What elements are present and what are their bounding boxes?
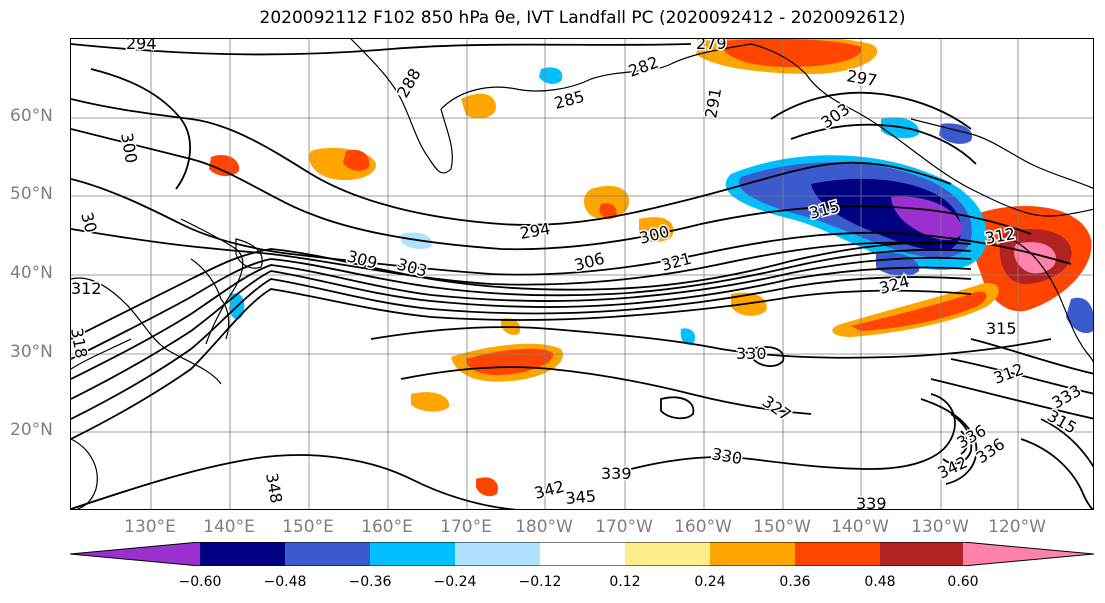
map-panel: 294 300 288 282 285 279 291 297 303 315 294 300 306 3… <box>70 38 1094 510</box>
colorbar-segment <box>880 542 963 566</box>
colorbar-segment <box>285 542 370 566</box>
colorbar-tick-label: 0.24 <box>694 574 726 590</box>
contour-label: 312 <box>71 279 102 298</box>
colorbar-segment <box>795 542 880 566</box>
colorbar-segment <box>540 542 625 566</box>
colorbar-tick-label: −0.12 <box>518 574 562 590</box>
colorbar-tick-label: −0.36 <box>348 574 392 590</box>
ivt-shading-layer <box>209 39 1093 497</box>
longitude-label: 140°W <box>831 517 889 537</box>
contour-label: 303 <box>395 255 429 281</box>
colorbar-segment <box>200 542 285 566</box>
colorbar-segment <box>710 542 795 566</box>
contour-label: 285 <box>552 87 586 113</box>
colorbar-tick-label: 0.36 <box>779 574 811 590</box>
longitude-label: 170°E <box>440 517 492 537</box>
page-title: 2020092112 F102 850 hPa θe, IVT Landfall… <box>259 8 906 28</box>
colorbar-tick-label: −0.24 <box>433 574 477 590</box>
contour-label: 294 <box>518 219 551 243</box>
colorbar-segment <box>70 542 200 566</box>
contour-label: 315 <box>1044 406 1080 438</box>
longitude-label: 130°E <box>124 517 176 537</box>
contour-label: 342 <box>935 452 971 482</box>
contour-label: 294 <box>126 39 157 53</box>
contour-label: 327 <box>759 392 795 425</box>
colorbar-segment <box>455 542 540 566</box>
contour-label: 279 <box>696 39 727 53</box>
colorbar-tick-label: 0.48 <box>864 574 896 590</box>
colorbar-segment <box>370 542 455 566</box>
contour-label: 348 <box>262 471 286 504</box>
shade-positive-central <box>411 292 767 497</box>
longitude-label: 120°W <box>988 517 1046 537</box>
latitude-label: 60°N <box>10 106 53 126</box>
latitude-label: 40°N <box>10 263 53 283</box>
land-outlines <box>71 39 1093 509</box>
contour-label: 345 <box>565 486 597 508</box>
longitude-label: 140°E <box>203 517 255 537</box>
contour-label: 315 <box>986 319 1017 338</box>
contour-label: 339 <box>856 494 887 510</box>
contour-label: 303 <box>817 99 853 132</box>
latitude-label: 30°N <box>10 342 53 362</box>
latitude-label: 20°N <box>10 420 53 440</box>
contour-label: 297 <box>845 66 878 90</box>
contour-label: 291 <box>701 86 725 119</box>
latitude-label: 50°N <box>10 184 53 204</box>
colorbar-tick-label: 0.60 <box>947 574 979 590</box>
map-gridlines <box>71 39 1093 509</box>
colorbar-segment <box>963 542 1094 566</box>
colorbar <box>70 542 1094 566</box>
contour-label: 315 <box>807 197 841 223</box>
theta-e-contours <box>71 43 1093 509</box>
contour-label: 288 <box>393 65 425 101</box>
contour-label: 300 <box>117 131 141 164</box>
colorbar-segment <box>625 542 710 566</box>
longitude-label: 160°W <box>674 517 732 537</box>
colorbar-tick-label: −0.60 <box>178 574 222 590</box>
colorbar-tick-label: 0.12 <box>609 574 641 590</box>
longitude-label: 150°W <box>753 517 811 537</box>
contour-label: 318 <box>71 326 91 359</box>
contour-label: 324 <box>877 272 911 298</box>
contour-label: 342 <box>532 477 566 503</box>
longitude-label: 170°W <box>595 517 653 537</box>
longitude-label: 180°W <box>515 517 573 537</box>
colorbar-tick-label: −0.48 <box>263 574 307 590</box>
contour-label: 330 <box>736 344 767 363</box>
longitude-label: 160°E <box>361 517 413 537</box>
shade-positive-north <box>209 39 878 242</box>
contour-label: 339 <box>601 464 632 483</box>
longitude-label: 130°W <box>911 517 969 537</box>
contour-label: 282 <box>626 52 661 80</box>
longitude-label: 150°E <box>282 517 334 537</box>
contour-label: 330 <box>710 444 743 468</box>
contour-label: 312 <box>991 359 1026 387</box>
contour-label: 309 <box>345 247 379 273</box>
